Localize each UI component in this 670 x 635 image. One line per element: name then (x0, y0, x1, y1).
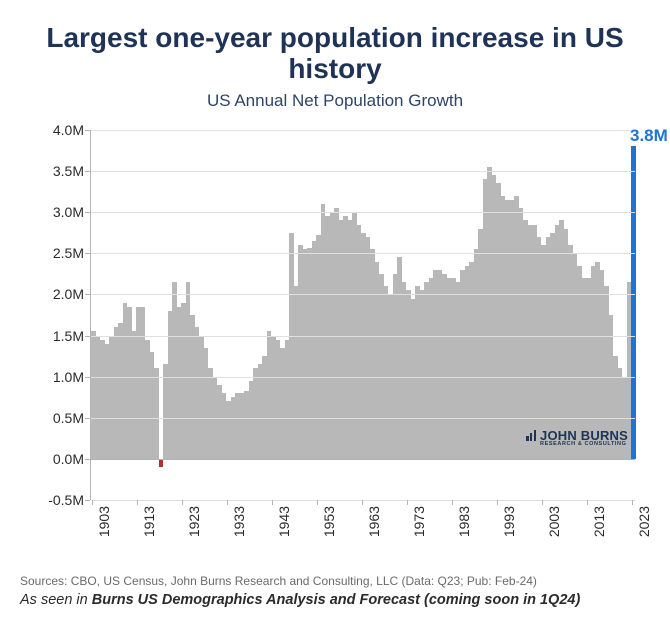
chart-subtitle: US Annual Net Population Growth (20, 91, 650, 111)
x-tick-mark (92, 500, 93, 505)
y-tick-label: -0.5M (48, 492, 84, 508)
x-tick-label: 1953 (321, 506, 337, 537)
x-tick-label: 2013 (591, 506, 607, 537)
y-tick-mark (85, 294, 90, 295)
x-tick-mark (452, 500, 453, 505)
x-tick-mark (317, 500, 318, 505)
x-tick-mark (137, 500, 138, 505)
y-axis: -0.5M0.0M0.5M1.0M1.5M2.0M2.5M3.0M3.5M4.0… (20, 130, 84, 500)
y-tick-label: 1.5M (53, 328, 84, 344)
gridline (91, 130, 635, 131)
chart-title: Largest one-year population increase in … (20, 22, 650, 85)
bar-fill (631, 146, 636, 458)
as-seen-text: As seen in Burns US Demographics Analysi… (20, 592, 580, 608)
x-tick-mark (227, 500, 228, 505)
x-tick-label: 1973 (411, 506, 427, 537)
callout-label: 3.8M (630, 126, 668, 146)
as-seen-bold: Burns US Demographics Analysis and Forec… (92, 592, 581, 608)
brand-text: JOHN BURNS RESEARCH & CONSULTING (540, 429, 628, 448)
x-tick-mark (632, 500, 633, 505)
y-tick-mark (85, 459, 90, 460)
x-tick-mark (542, 500, 543, 505)
x-tick-mark (272, 500, 273, 505)
y-tick-label: 1.0M (53, 369, 84, 385)
zero-line (91, 459, 635, 460)
gridline (91, 294, 635, 295)
x-tick-label: 1943 (276, 506, 292, 537)
y-tick-mark (85, 212, 90, 213)
x-tick-label: 2023 (636, 506, 652, 537)
y-tick-label: 0.5M (53, 410, 84, 426)
gridline (91, 377, 635, 378)
y-tick-label: 4.0M (53, 122, 84, 138)
gridline (91, 336, 635, 337)
y-tick-mark (85, 130, 90, 131)
y-tick-mark (85, 171, 90, 172)
y-tick-label: 2.5M (53, 245, 84, 261)
as-seen-prefix: As seen in (20, 592, 92, 608)
x-tick-mark (362, 500, 363, 505)
x-tick-label: 1923 (186, 506, 202, 537)
x-tick-mark (587, 500, 588, 505)
x-tick-label: 1963 (366, 506, 382, 537)
y-tick-label: 2.0M (53, 286, 84, 302)
x-tick-mark (182, 500, 183, 505)
x-tick-mark (407, 500, 408, 505)
x-tick-label: 2003 (546, 506, 562, 537)
x-tick-label: 1983 (456, 506, 472, 537)
y-tick-mark (85, 500, 90, 501)
y-tick-label: 3.0M (53, 204, 84, 220)
brand-bars-icon (526, 429, 536, 441)
gridline (91, 212, 635, 213)
x-tick-mark (497, 500, 498, 505)
chart-area: -0.5M0.0M0.5M1.0M1.5M2.0M2.5M3.0M3.5M4.0… (20, 130, 650, 558)
gridline (91, 500, 635, 501)
x-tick-label: 1933 (231, 506, 247, 537)
y-tick-mark (85, 336, 90, 337)
gridline (91, 418, 635, 419)
y-tick-mark (85, 253, 90, 254)
brand-sub: RESEARCH & CONSULTING (540, 442, 628, 448)
gridline (91, 253, 635, 254)
y-tick-mark (85, 377, 90, 378)
x-tick-label: 1913 (141, 506, 157, 537)
bar (631, 130, 636, 500)
sources-text: Sources: CBO, US Census, John Burns Rese… (20, 574, 537, 588)
y-tick-mark (85, 418, 90, 419)
x-tick-label: 1903 (96, 506, 112, 537)
chart-figure: Largest one-year population increase in … (0, 0, 670, 635)
y-tick-label: 3.5M (53, 163, 84, 179)
brand-logo: JOHN BURNS RESEARCH & CONSULTING (526, 429, 628, 448)
y-tick-label: 0.0M (53, 451, 84, 467)
x-tick-label: 1993 (501, 506, 517, 537)
gridline (91, 171, 635, 172)
